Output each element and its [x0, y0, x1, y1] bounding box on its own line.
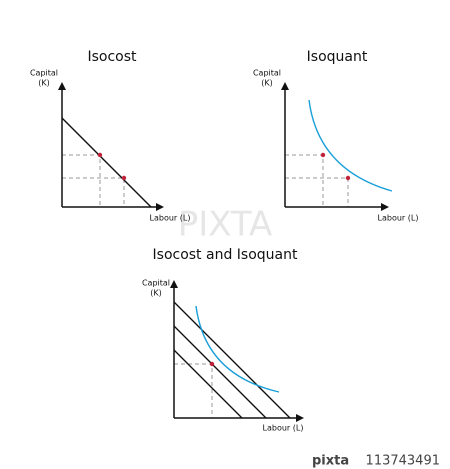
- isoquant-panel: Isoquant Capital (K) Labour (L): [253, 49, 419, 223]
- point: [97, 152, 103, 158]
- y-label: (K): [38, 79, 50, 88]
- y-label: Capital: [253, 69, 281, 78]
- panel-title: Isocost and Isoquant: [153, 247, 298, 263]
- y-label: Capital: [30, 69, 58, 78]
- isocost-line: [61, 117, 152, 208]
- point: [320, 152, 326, 158]
- x-label: Labour (L): [263, 424, 304, 433]
- point: [345, 175, 351, 181]
- isoquant-curve: [308, 99, 393, 192]
- footer-bg: [300, 450, 450, 469]
- y-label: (K): [261, 79, 273, 88]
- footer-brand: pixta: [312, 454, 349, 469]
- point: [209, 361, 215, 367]
- combined-panel: Isocost and Isoquant Capital (K) Labour …: [142, 247, 304, 433]
- panel-title: Isoquant: [307, 49, 368, 65]
- isocost-lines: [173, 301, 291, 419]
- panel-title: Isocost: [87, 49, 137, 65]
- isocost-panel: Isocost Capital (K) Labour (L): [30, 49, 191, 223]
- isoquant-curve: [195, 305, 280, 393]
- guide: [174, 363, 213, 418]
- y-label: Capital: [142, 279, 170, 288]
- x-label: Labour (L): [150, 214, 191, 223]
- y-label: (K): [150, 289, 162, 298]
- point: [121, 175, 127, 181]
- watermark: PIXTA: [178, 205, 273, 245]
- footer-id: 113743491: [366, 454, 440, 469]
- guide: [62, 154, 125, 207]
- x-label: Labour (L): [378, 214, 419, 223]
